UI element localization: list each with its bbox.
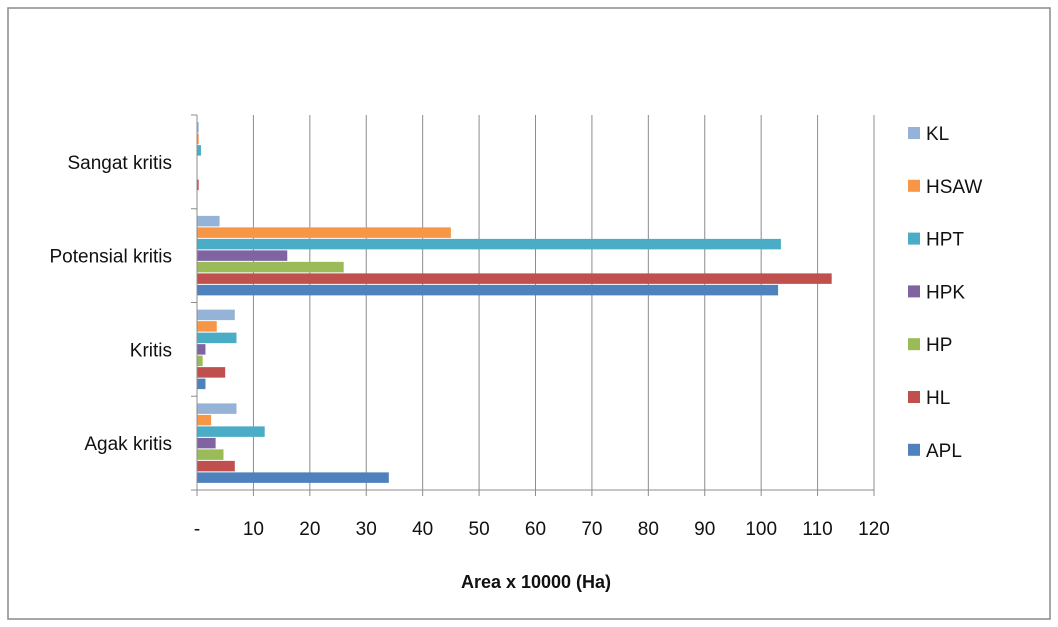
category-label-sangat-kritis: Sangat kritis [67, 153, 172, 174]
bar-apl-kritis [197, 378, 206, 390]
bar-hpt-agak-kritis [197, 426, 265, 437]
legend-label-hl: HL [926, 388, 950, 409]
bar-hl-sangat-kritis [197, 179, 199, 191]
x-tick-label-2: 20 [299, 519, 320, 540]
bar-apl-potensial-kritis [197, 284, 779, 296]
bar-hp-kritis [197, 355, 203, 367]
bar-hsaw-sangat-kritis [197, 133, 199, 145]
chart-frame [7, 7, 1051, 620]
x-tick-label-9: 90 [694, 519, 715, 540]
x-tick-label-10: 100 [745, 519, 777, 540]
legend-label-apl: APL [926, 441, 962, 462]
bar-hpt-sangat-kritis [197, 145, 201, 156]
legend-swatch-apl [908, 443, 920, 456]
bar-hp-agak-kritis [197, 449, 224, 460]
x-tick-label-3: 30 [356, 519, 377, 540]
legend-label-hpk: HPK [926, 282, 965, 303]
legend-label-hpt: HPT [926, 230, 964, 251]
x-tick-label-11: 110 [802, 519, 832, 540]
legend-swatch-hl [908, 391, 920, 403]
bar-hl-potensial-kritis [197, 273, 832, 284]
x-tick-label-1: 10 [243, 519, 264, 540]
legend-label-kl: KL [926, 124, 949, 145]
bar-kl-kritis [197, 309, 235, 321]
x-tick-label-8: 80 [638, 519, 659, 540]
bar-hpt-potensial-kritis [197, 238, 781, 250]
bar-kl-agak-kritis [197, 403, 237, 414]
bar-hp-potensial-kritis [197, 261, 344, 273]
x-axis-title: Area x 10000 (Ha) [461, 572, 611, 592]
bar-apl-agak-kritis [197, 472, 389, 483]
category-label-agak-kritis: Agak kritis [84, 434, 172, 455]
bar-kl-potensial-kritis [197, 215, 220, 227]
legend-label-hsaw: HSAW [926, 177, 982, 198]
x-tick-label-5: 50 [469, 519, 490, 540]
x-tick-label-12: 120 [858, 519, 890, 540]
bar-hpk-kritis [197, 344, 206, 355]
legend-label-hp: HP [926, 335, 952, 356]
bar-hl-kritis [197, 367, 226, 378]
bars [197, 122, 832, 483]
legend-swatch-kl [908, 127, 920, 139]
x-tick-label-0: - [194, 519, 200, 540]
legend: KL HSAW HPT HPK HP HL APL [908, 124, 982, 462]
x-tick-label-7: 70 [581, 519, 602, 540]
x-tick-label-4: 40 [412, 519, 433, 540]
bar-hl-agak-kritis [197, 460, 235, 472]
axes: - 10 20 30 40 50 60 70 80 90 100 110 120 Sangat kriti… [50, 114, 890, 540]
bar-hsaw-kritis [197, 321, 217, 332]
bar-hsaw-potensial-kritis [197, 227, 451, 238]
category-label-kritis: Kritis [130, 340, 172, 361]
bar-hpk-agak-kritis [197, 437, 216, 449]
bar-hpk-potensial-kritis [197, 250, 288, 261]
legend-swatch-hsaw [908, 179, 920, 192]
bar-hpt-kritis [197, 332, 237, 344]
category-label-potensial-kritis: Potensial kritis [50, 247, 173, 268]
bar-kl-sangat-kritis [197, 122, 199, 133]
bar-hsaw-agak-kritis [197, 414, 212, 426]
x-tick-label-6: 60 [525, 519, 546, 540]
legend-swatch-hpk [908, 285, 920, 298]
legend-swatch-hpt [908, 232, 920, 245]
legend-swatch-hp [908, 338, 920, 351]
